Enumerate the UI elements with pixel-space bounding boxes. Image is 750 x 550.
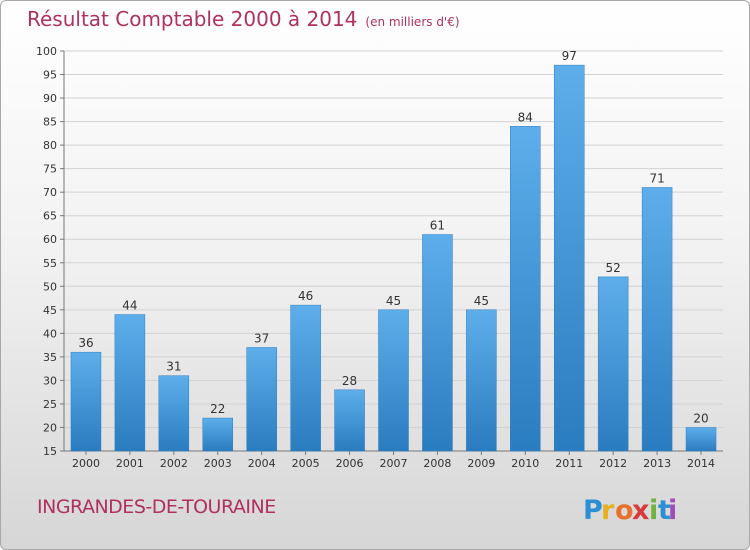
value-labels: 36 44 31 22 37 46 28 45 61 45 84 97 52 71 20 — [78, 49, 708, 425]
y-tick-label: 70 — [43, 186, 57, 199]
x-tick-label: 2008 — [423, 457, 451, 470]
data-label: 61 — [430, 219, 445, 233]
chart-subtitle: (en milliers d'€) — [365, 15, 460, 29]
y-tick-label: 50 — [43, 280, 57, 293]
bars — [70, 64, 717, 452]
x-tick-label: 2003 — [204, 457, 232, 470]
x-tick-label: 2002 — [160, 457, 188, 470]
data-label: 84 — [518, 110, 533, 124]
bar — [246, 347, 277, 452]
x-tick-label: 2001 — [116, 457, 144, 470]
x-tick-label: 2009 — [467, 457, 495, 470]
logo-letter: o — [615, 495, 634, 526]
data-label: 28 — [342, 374, 357, 388]
x-tick-label: 2000 — [72, 457, 100, 470]
y-tick-label: 80 — [43, 139, 57, 152]
y-tick-label: 35 — [43, 351, 57, 364]
data-label: 45 — [386, 294, 401, 308]
data-label: 20 — [693, 411, 708, 425]
logo-letter: x — [632, 495, 649, 526]
bar — [685, 427, 717, 452]
y-tick-label: 85 — [43, 116, 57, 129]
y-tick-label: 75 — [43, 163, 57, 176]
y-tick-label: 15 — [43, 445, 57, 458]
data-label: 44 — [122, 299, 137, 313]
x-tick-label: 2007 — [380, 457, 408, 470]
logo-letter: i — [649, 495, 658, 526]
proxiti-logo: Pr ox i ti — [583, 495, 677, 526]
x-tick-label: 2011 — [555, 457, 583, 470]
data-label: 37 — [254, 331, 269, 345]
x-tick-label: 2014 — [687, 457, 715, 470]
bar — [510, 126, 541, 452]
bar — [378, 309, 409, 452]
chart-title: Résultat Comptable 2000 à 2014 (en millie… — [27, 7, 460, 31]
bar — [202, 417, 234, 452]
x-tick-label: 2005 — [292, 457, 320, 470]
commune-name: INGRANDES-DE-TOURAINE — [37, 496, 276, 518]
data-label: 31 — [166, 360, 181, 374]
logo-letter: r — [601, 495, 615, 526]
bar — [597, 276, 629, 452]
data-label: 52 — [606, 261, 621, 275]
x-tick-labels: 2000 2001 2002 2003 2004 2005 2006 2007 2008 2009… — [72, 457, 715, 470]
y-tick-label: 25 — [43, 398, 57, 411]
x-tick-label: 2013 — [643, 457, 671, 470]
y-tick-label: 20 — [43, 421, 57, 434]
y-tick-label: 100 — [36, 45, 57, 58]
chart-title-text: Résultat Comptable 2000 à 2014 — [27, 7, 358, 31]
y-tick-label: 90 — [43, 92, 57, 105]
data-label: 36 — [78, 336, 93, 350]
y-tick-label: 30 — [43, 374, 57, 387]
y-tick-label: 60 — [43, 233, 57, 246]
y-tick-labels: 15 20 25 30 35 40 45 50 55 60 65 70 75 80 85 90 95 100 — [36, 45, 57, 458]
bar — [290, 304, 321, 452]
bar — [114, 314, 146, 452]
bar — [334, 389, 365, 452]
logo-letter: t — [658, 495, 671, 526]
y-tick-label: 45 — [43, 304, 57, 317]
y-tick-label: 40 — [43, 327, 57, 340]
data-label: 97 — [562, 49, 577, 63]
data-label: 71 — [649, 171, 664, 185]
x-tick-label: 2004 — [248, 457, 276, 470]
x-tick-label: 2010 — [511, 457, 539, 470]
bar — [158, 375, 190, 452]
y-tick-label: 65 — [43, 210, 57, 223]
bar — [553, 64, 585, 452]
y-tick-label: 95 — [43, 69, 57, 82]
bar — [466, 309, 497, 452]
data-label: 22 — [210, 402, 225, 416]
bar — [70, 351, 102, 452]
logo-letter: P — [583, 495, 603, 526]
logo-letter: i — [668, 495, 677, 526]
y-tick-label: 55 — [43, 257, 57, 270]
data-label: 45 — [474, 294, 489, 308]
bar — [641, 187, 673, 452]
x-tick-label: 2012 — [599, 457, 627, 470]
bar — [422, 234, 453, 452]
data-label: 46 — [298, 289, 313, 303]
x-tick-label: 2006 — [336, 457, 364, 470]
